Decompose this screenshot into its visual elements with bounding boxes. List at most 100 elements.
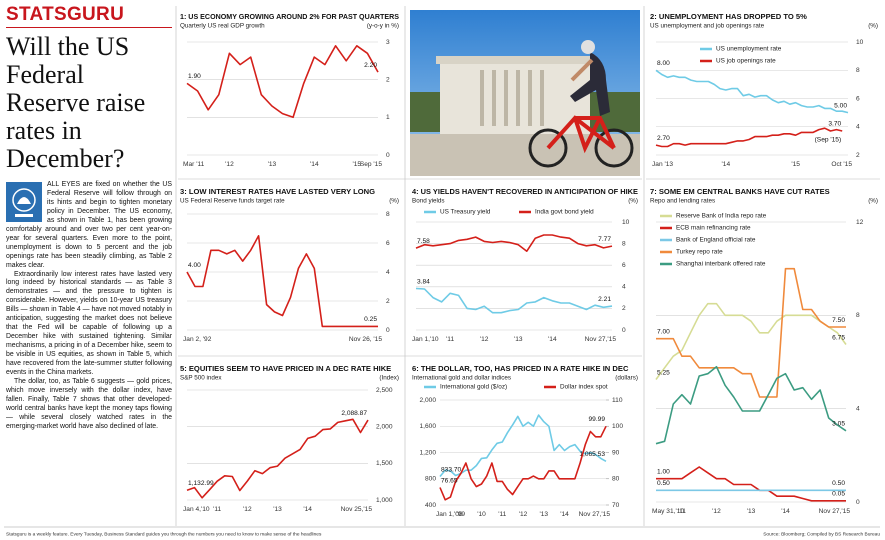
unit-label: (%) bbox=[868, 198, 878, 205]
series-line bbox=[415, 234, 613, 252]
value-label: 0.25 bbox=[364, 316, 377, 323]
value-label: 76.65 bbox=[441, 477, 458, 484]
x-tick-label: '13 bbox=[539, 511, 548, 518]
value-label: 7.00 bbox=[657, 328, 670, 335]
legend-label: Turkey repo rate bbox=[676, 249, 723, 256]
chart-title: 1: US ECONOMY GROWING AROUND 2% FOR PAST… bbox=[180, 12, 399, 21]
legend-label: International gold ($/oz) bbox=[440, 384, 507, 391]
y-tick-label: 2,500 bbox=[376, 387, 393, 394]
value-label: 8.00 bbox=[657, 60, 670, 67]
y-tick-label: 4 bbox=[622, 284, 626, 291]
series-line bbox=[655, 365, 847, 445]
legend-label: ECB main refinancing rate bbox=[676, 225, 751, 232]
unit-label: (%) bbox=[389, 198, 399, 205]
x-tick-label: '11 bbox=[678, 508, 686, 515]
brand: STATSGURU bbox=[6, 4, 172, 28]
x-tick-label: '12 bbox=[519, 511, 528, 518]
value-label: 7.50 bbox=[832, 317, 845, 324]
icon-base bbox=[15, 214, 33, 217]
y-tick-label: 10 bbox=[856, 39, 864, 46]
x-tick-label: Nov 27,'15 bbox=[585, 336, 617, 343]
value-label: 7.58 bbox=[417, 238, 430, 245]
value-label: 7.77 bbox=[598, 236, 611, 243]
value-label: 1,065.53 bbox=[579, 451, 605, 458]
chart-title: 4: US YIELDS HAVEN'T RECOVERED IN ANTICI… bbox=[412, 187, 638, 196]
y-tick-label: 110 bbox=[612, 397, 623, 404]
x-tick-label: '15 bbox=[791, 161, 800, 168]
y-tick-label: 2 bbox=[386, 76, 390, 83]
paragraph: Extraordinarily low interest rates have … bbox=[6, 270, 172, 377]
x-tick-label: '10 bbox=[477, 511, 486, 518]
legend-label: US unemployment rate bbox=[716, 46, 782, 53]
value-label: 1.90 bbox=[188, 73, 201, 80]
y-tick-label: 0 bbox=[622, 327, 626, 334]
y-tick-label: 80 bbox=[612, 476, 620, 483]
value-label: 2,088.87 bbox=[341, 410, 367, 417]
x-tick-label: '11 bbox=[498, 511, 506, 518]
series-line bbox=[186, 235, 378, 328]
y-tick-label: 70 bbox=[612, 502, 620, 509]
y-tick-label: 1,000 bbox=[376, 497, 393, 504]
x-tick-label: Nov 27,'15 bbox=[819, 508, 851, 515]
y-tick-label: 4 bbox=[386, 269, 390, 276]
x-tick-label: Jan 1,'08 bbox=[436, 511, 463, 518]
legend-label: US Treasury yield bbox=[440, 209, 491, 216]
y-tick-label: 1 bbox=[386, 114, 390, 121]
value-label: 4.00 bbox=[188, 262, 201, 269]
photo-wheel bbox=[528, 128, 568, 168]
x-tick-label: '14 bbox=[560, 511, 569, 518]
x-tick-label: '14 bbox=[303, 506, 312, 513]
y-tick-label: 6 bbox=[856, 95, 860, 102]
chart-subtitle: US unemployment and job openings rate bbox=[650, 23, 765, 30]
value-label: 0.50 bbox=[657, 480, 670, 487]
chart-subtitle: Quarterly US real GDP growth bbox=[180, 23, 265, 30]
value-label: 3.84 bbox=[417, 278, 430, 285]
x-tick-label: '15 bbox=[352, 161, 361, 168]
series-line bbox=[656, 466, 846, 502]
value-label: 1,132.99 bbox=[188, 480, 214, 487]
value-label: 833.70 bbox=[441, 466, 462, 473]
value-label: 1.00 bbox=[657, 468, 670, 475]
y-tick-label: 2 bbox=[856, 152, 860, 159]
y-tick-label: 3 bbox=[386, 39, 390, 46]
photo-column bbox=[516, 70, 520, 126]
value-label: 3.05 bbox=[832, 421, 845, 428]
annotation: (Sep '15) bbox=[815, 137, 842, 144]
x-tick-label: '13 bbox=[747, 508, 756, 515]
y-tick-label: 1,200 bbox=[419, 449, 436, 456]
photo-column bbox=[492, 70, 496, 126]
series-line bbox=[186, 45, 379, 119]
y-tick-label: 4 bbox=[856, 124, 860, 131]
paragraph: ALL EYES are fixed on whether the US Fed… bbox=[6, 181, 172, 269]
left-column: STATSGURU Will the US Federal Reserve ra… bbox=[6, 4, 172, 432]
y-tick-label: 10 bbox=[622, 219, 630, 226]
y-tick-label: 0 bbox=[386, 327, 390, 334]
headline: Will the US Federal Reserve raise rates … bbox=[6, 32, 146, 173]
y-tick-label: 8 bbox=[856, 67, 860, 74]
x-tick-label: Jan 1,'10 bbox=[412, 336, 439, 343]
x-tick-label: '11 bbox=[213, 506, 221, 513]
photo-building bbox=[440, 62, 590, 134]
legend-label: Shanghai interbank offered rate bbox=[676, 261, 766, 268]
y-tick-label: 0 bbox=[386, 152, 390, 159]
series-line bbox=[655, 69, 849, 114]
x-tick-label: '11 bbox=[446, 336, 454, 343]
series-line bbox=[655, 127, 843, 148]
y-tick-label: 8 bbox=[386, 211, 390, 218]
series-line bbox=[439, 425, 607, 501]
y-tick-label: 100 bbox=[612, 423, 623, 430]
photo-column bbox=[504, 70, 508, 126]
series-line bbox=[656, 267, 846, 398]
chart-subtitle: S&P 500 index bbox=[180, 375, 222, 382]
y-tick-label: 400 bbox=[425, 502, 436, 509]
x-tick-label: Jan 4,'10 bbox=[183, 506, 210, 513]
value-label: 2.20 bbox=[364, 62, 377, 69]
series-line bbox=[415, 287, 613, 314]
x-tick-label: '13 bbox=[268, 161, 277, 168]
footer-source: Source: Bloomberg; Compiled by BS Resear… bbox=[763, 531, 880, 537]
value-label: 99.99 bbox=[588, 416, 605, 423]
photo-column bbox=[540, 70, 544, 126]
icon-ring bbox=[12, 188, 36, 212]
